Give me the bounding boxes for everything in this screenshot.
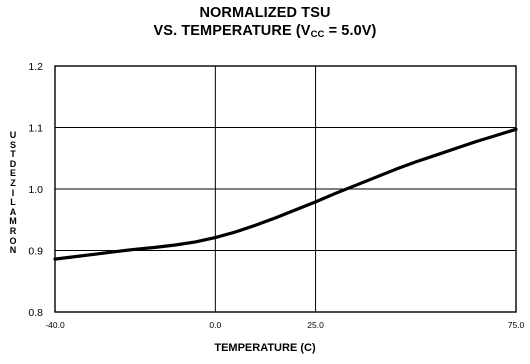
plot-frame xyxy=(54,65,517,313)
chart-title-line-1: NORMALIZED TSU xyxy=(199,5,331,21)
y-axis-label-letter-10: R xyxy=(9,225,17,236)
y-axis-label-letter-11: O xyxy=(9,235,17,246)
y-axis-label-letter-4: E xyxy=(9,168,16,179)
y-tick-label-3: 1.1 xyxy=(28,123,43,135)
chart-title-line-2-tail: = 5.0V) xyxy=(324,23,377,39)
y-axis-label-letter-7: L xyxy=(10,197,16,208)
x-axis-label: TEMPERATURE (C) xyxy=(214,342,316,354)
y-tick-label-1: 0.9 xyxy=(28,246,43,258)
y-axis-label-letter-5: Z xyxy=(10,177,16,188)
x-tick-label-2: 25.0 xyxy=(307,320,324,330)
chart-title-vcc-subscript: CC xyxy=(310,29,325,40)
x-tick-label-0: -40.0 xyxy=(45,320,65,330)
chart-title-line-2-main: VS. TEMPERATURE (V xyxy=(153,23,311,39)
y-axis-label-letter-0: U xyxy=(9,130,17,140)
y-tick-label-2: 1.0 xyxy=(28,184,43,196)
y-axis-label-letter-12: N xyxy=(9,245,17,256)
y-axis-label-letter-3: D xyxy=(9,158,17,169)
x-tick-label-3: 75.0 xyxy=(508,320,525,330)
chart-title-line-2: VS. TEMPERATURE (VCC = 5.0V) xyxy=(0,22,530,44)
series-line-0 xyxy=(53,127,518,261)
y-axis-label-letter-8: A xyxy=(9,206,17,217)
y-axis-label-letter-1: S xyxy=(9,139,16,150)
y-axis-label-letter-6: I xyxy=(11,187,15,198)
x-tick-label-1: 0.0 xyxy=(209,320,221,330)
y-tick-label-0: 0.8 xyxy=(28,307,43,319)
y-axis-label-letter-2: T xyxy=(10,149,16,160)
y-axis-label-letter-9: M xyxy=(9,216,17,227)
y-tick-label-4: 1.2 xyxy=(28,61,43,73)
